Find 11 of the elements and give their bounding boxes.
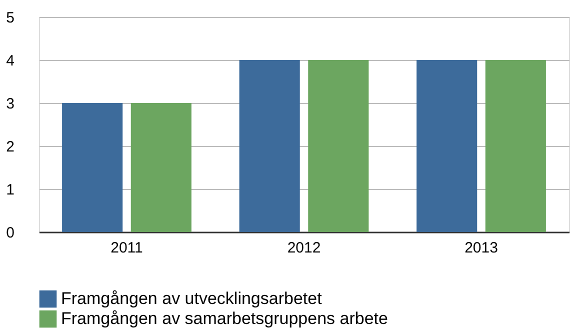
legend-label: Framgången av samarbetsgruppens arbete [61,309,388,328]
y-tick-label: 5 [6,10,14,26]
y-tick-label: 0 [6,224,14,242]
x-tick-label: 2011 [110,240,143,256]
x-tick-label: 2012 [287,240,321,256]
y-tick-label: 4 [6,52,14,70]
y-tick-label: 2 [6,138,14,156]
y-tick-label: 1 [6,182,14,198]
x-tick-label: 2013 [464,240,498,256]
y-tick-label: 3 [6,96,14,112]
legend-label: Framgången av utvecklingsarbetet [61,289,322,308]
